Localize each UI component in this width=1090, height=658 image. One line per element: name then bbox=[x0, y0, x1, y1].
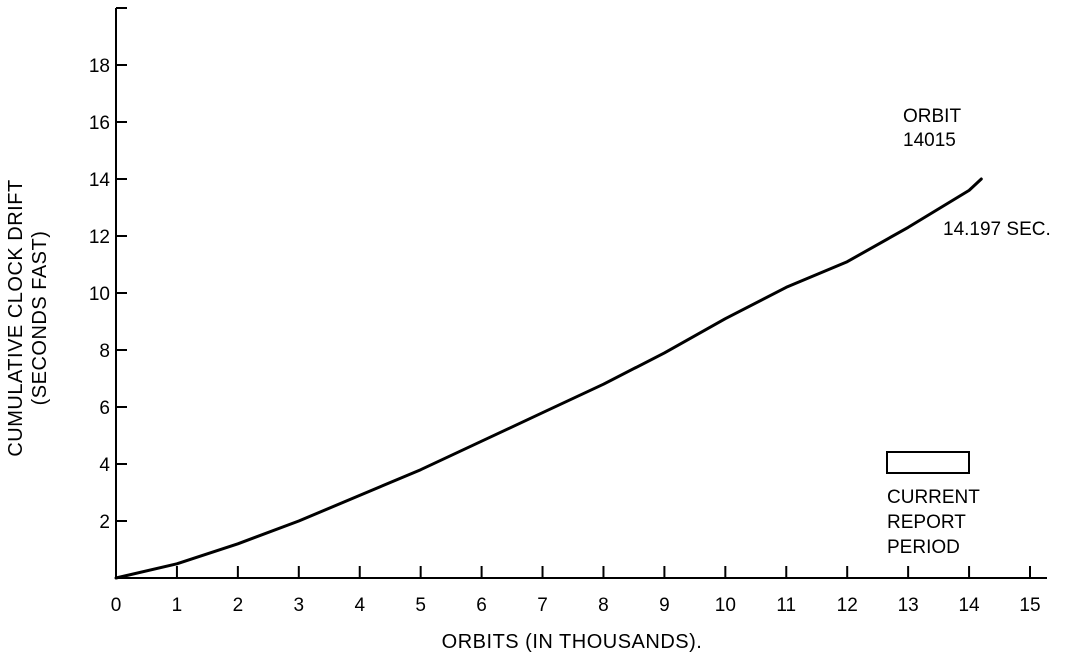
x-tick-label: 4 bbox=[354, 595, 365, 616]
y-tick-label: 8 bbox=[99, 341, 110, 362]
y-tick-label: 18 bbox=[89, 56, 110, 77]
x-tick-label: 14 bbox=[958, 595, 980, 616]
y-tick-label: 10 bbox=[89, 284, 110, 305]
drift-value-annotation: 14.197 SEC. bbox=[943, 219, 1051, 240]
y-axis-title-main: CUMULATIVE CLOCK DRIFT bbox=[5, 179, 27, 456]
x-tick-label: 13 bbox=[898, 595, 919, 616]
y-ticks: 2 4 6 8 10 12 14 16 18 bbox=[89, 56, 127, 533]
drift-series-line bbox=[114, 177, 983, 580]
x-tick-label: 9 bbox=[659, 595, 670, 616]
y-tick-label: 14 bbox=[89, 170, 111, 191]
y-tick-label: 2 bbox=[99, 512, 110, 533]
x-tick-label: 7 bbox=[537, 595, 548, 616]
x-tick-label: 1 bbox=[172, 595, 183, 616]
legend-label-line1: CURRENT bbox=[887, 487, 980, 508]
x-ticks: 0 1 2 3 4 5 6 7 8 9 10 11 12 13 14 15 bbox=[111, 566, 1041, 616]
x-tick-label: 6 bbox=[476, 595, 487, 616]
y-axis-title-sub: (SECONDS FAST) bbox=[29, 231, 51, 406]
legend-label-line3: PERIOD bbox=[887, 537, 960, 558]
y-tick-label: 12 bbox=[89, 227, 110, 248]
legend-label-line2: REPORT bbox=[887, 512, 966, 533]
x-tick-label: 11 bbox=[776, 595, 796, 616]
x-tick-label: 3 bbox=[294, 595, 305, 616]
x-axis-title: ORBITS (IN THOUSANDS). bbox=[442, 631, 703, 653]
series-layer bbox=[114, 177, 983, 580]
orbit-annotation-line2: 14015 bbox=[903, 130, 956, 151]
x-tick-label: 10 bbox=[715, 595, 736, 616]
y-tick-label: 6 bbox=[99, 398, 110, 419]
x-tick-label: 8 bbox=[598, 595, 609, 616]
y-tick-label: 16 bbox=[89, 113, 110, 134]
report-period-legend-box bbox=[886, 451, 970, 474]
orbit-annotation-line1: ORBIT bbox=[903, 106, 961, 127]
x-tick-label: 0 bbox=[111, 595, 122, 616]
x-tick-label: 15 bbox=[1019, 595, 1040, 616]
y-axis-title: CUMULATIVE CLOCK DRIFT (SECONDS FAST) bbox=[5, 179, 51, 456]
x-tick-label: 2 bbox=[233, 595, 244, 616]
y-tick-label: 4 bbox=[99, 455, 110, 476]
x-tick-label: 5 bbox=[415, 595, 426, 616]
x-tick-label: 12 bbox=[837, 595, 858, 616]
